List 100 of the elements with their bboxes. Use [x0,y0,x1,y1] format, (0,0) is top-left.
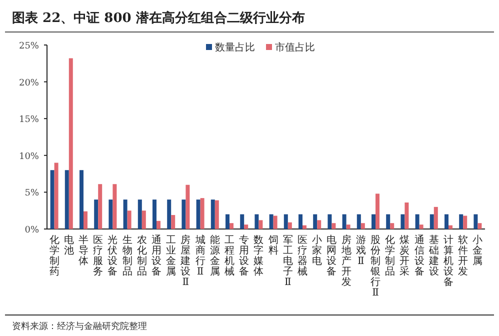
y-tick-label: 0% [24,226,40,236]
x-tick-label: 光伏设备 [108,234,118,278]
bar [342,214,346,229]
bar [404,202,409,229]
bar [182,200,186,229]
y-tick-label: 10% [18,152,40,162]
x-tick-label: 煤炭开采 [400,234,410,278]
x-tick-label: 游戏Ⅱ [356,234,366,267]
x-tick-label: 小金属 [472,234,483,267]
bar [186,184,190,229]
bar [240,214,244,229]
bar [463,216,468,229]
bar [152,200,156,229]
bar [226,214,230,229]
bar [390,223,394,229]
bar [127,210,132,229]
bar [210,200,215,229]
bar [328,214,332,229]
y-tick-label: 5% [24,188,40,199]
legend-label: 数量占比 [215,42,255,54]
x-tick-label: 半导体 [78,234,88,267]
x-tick-label: 房地产开发 [340,234,352,288]
x-tick-label: 专用设备 [239,234,250,278]
bar [273,216,278,229]
x-tick-label: 工程机械 [224,235,234,278]
text: 资料来源：经济与金融研究院整理 [12,321,147,332]
chart-title: 图表 22、中证 800 潜在高分红组合二级行业分布 [12,10,305,26]
bar [230,223,234,229]
y-tick-label: 15% [18,115,40,126]
bar [196,200,200,229]
bar [244,224,248,229]
bar [478,223,482,229]
bar [98,184,102,229]
x-tick-label: 通用设备 [152,234,162,278]
x-tick-label: 股份制银行Ⅱ [370,235,380,298]
bar [123,200,128,229]
bar [156,220,160,229]
x-tick-label: 城商行Ⅱ [194,234,206,278]
x-tick-label: 化学制品 [385,234,396,278]
bar [50,170,54,229]
bar [288,222,292,229]
bar [474,214,478,229]
x-tick-label: 农化制品 [136,235,147,278]
x-tick-label: 软件开发 [458,234,468,278]
bar [80,170,84,229]
bar [386,214,390,229]
bar [313,214,318,229]
bar [302,225,306,229]
x-tick-label: 电池 [64,234,74,256]
bar [360,223,365,229]
bar [64,170,69,229]
bar [138,200,142,229]
x-tick-label: 小家电 [312,234,322,267]
x-tick-label: 基础建设 [428,234,439,278]
x-tick-label: 房屋建设Ⅱ [180,234,191,288]
x-tick-label: 工业金属 [166,235,176,278]
bar [376,194,380,229]
x-tick-label: 医疗器械 [298,235,308,278]
bar [444,214,448,229]
bar [68,58,73,229]
bar [346,224,350,229]
bar [434,206,438,229]
bar [400,214,405,229]
bar [448,225,452,229]
x-tick-label: 计算机设备 [444,234,454,288]
bar [415,214,420,229]
x-tick-label: 电网设备 [326,234,337,278]
bar [430,214,434,229]
bar [284,214,288,229]
bar [200,198,204,229]
x-tick-label: 能源金属 [210,234,220,278]
bar [372,214,376,229]
x-tick-label: 饲料 [267,235,278,256]
bar [108,200,113,229]
bar [214,200,219,229]
bar [112,184,117,229]
y-tick-label: 20% [18,78,40,88]
bar [459,214,464,229]
bar [419,224,424,229]
legend-label: 市值占比 [275,42,315,54]
bar [54,162,58,229]
bar [258,220,263,229]
x-tick-label: 化学制药 [49,234,60,278]
bar [142,210,146,229]
bar [254,214,259,229]
bar [269,214,274,229]
bar [167,200,172,229]
bar [94,200,98,229]
bar [171,215,176,229]
bar [317,220,322,229]
y-tick-label: 25% [18,42,40,52]
x-tick-label: 医疗服务 [93,235,104,278]
bar [356,214,361,229]
bar [84,211,88,229]
x-tick-label: 数字媒体 [254,235,264,278]
x-tick-label: 通信设备 [414,234,424,278]
x-tick-label: 生物制品 [122,234,132,278]
bar [298,214,302,229]
x-tick-label: 军工电子Ⅱ [282,235,293,288]
bar [332,223,336,229]
